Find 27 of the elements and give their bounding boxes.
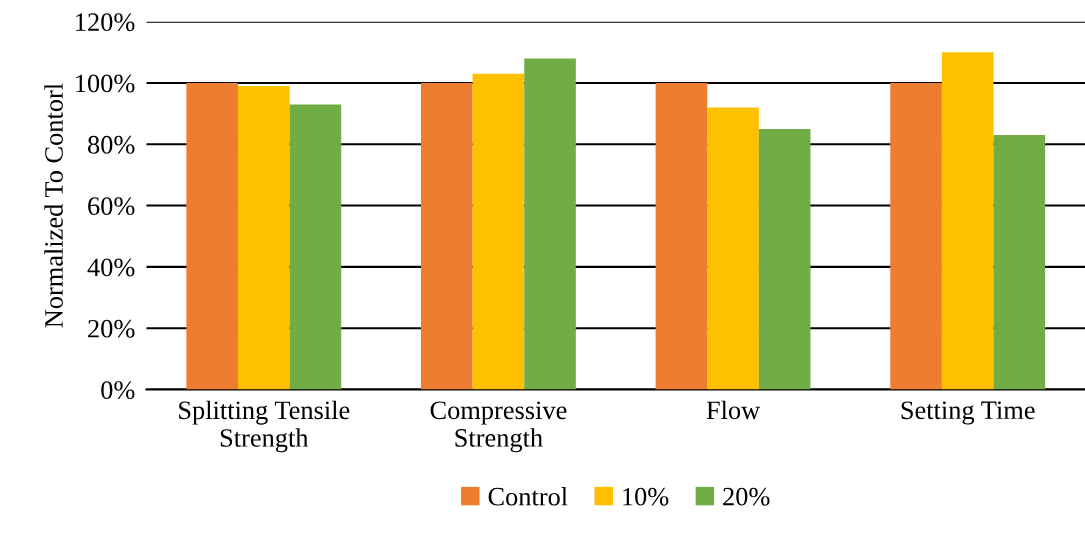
legend-label: 10% xyxy=(623,487,669,506)
bar xyxy=(993,135,1046,390)
y-tick-label: 0% xyxy=(101,381,135,400)
x-tick-label: Compressive Strength xyxy=(430,401,567,453)
bar xyxy=(890,82,942,390)
x-tick-label: Setting Time xyxy=(901,401,1035,425)
bar xyxy=(707,107,759,390)
y-axis-title: Normalized To Contorl xyxy=(44,83,63,328)
bar xyxy=(186,82,238,390)
y-tick-label: 40% xyxy=(87,258,135,277)
y-tick-label: 80% xyxy=(88,135,135,154)
bar xyxy=(655,82,708,390)
legend-label: 20% xyxy=(723,487,770,506)
x-tick-label: Splitting Tensile Strength xyxy=(179,400,350,453)
bar xyxy=(472,73,525,390)
bar xyxy=(420,82,473,390)
y-tick-label: 100% xyxy=(76,74,135,93)
x-tick-label: Flow xyxy=(706,400,761,420)
bar xyxy=(237,86,290,390)
bar xyxy=(289,104,342,390)
y-tick-label: 120% xyxy=(76,13,135,32)
legend-label: Control xyxy=(488,487,568,506)
y-tick-label: 20% xyxy=(88,319,135,338)
bar xyxy=(941,52,994,390)
bar xyxy=(758,128,811,390)
bar xyxy=(524,58,576,390)
y-tick-label: 60% xyxy=(88,197,135,216)
